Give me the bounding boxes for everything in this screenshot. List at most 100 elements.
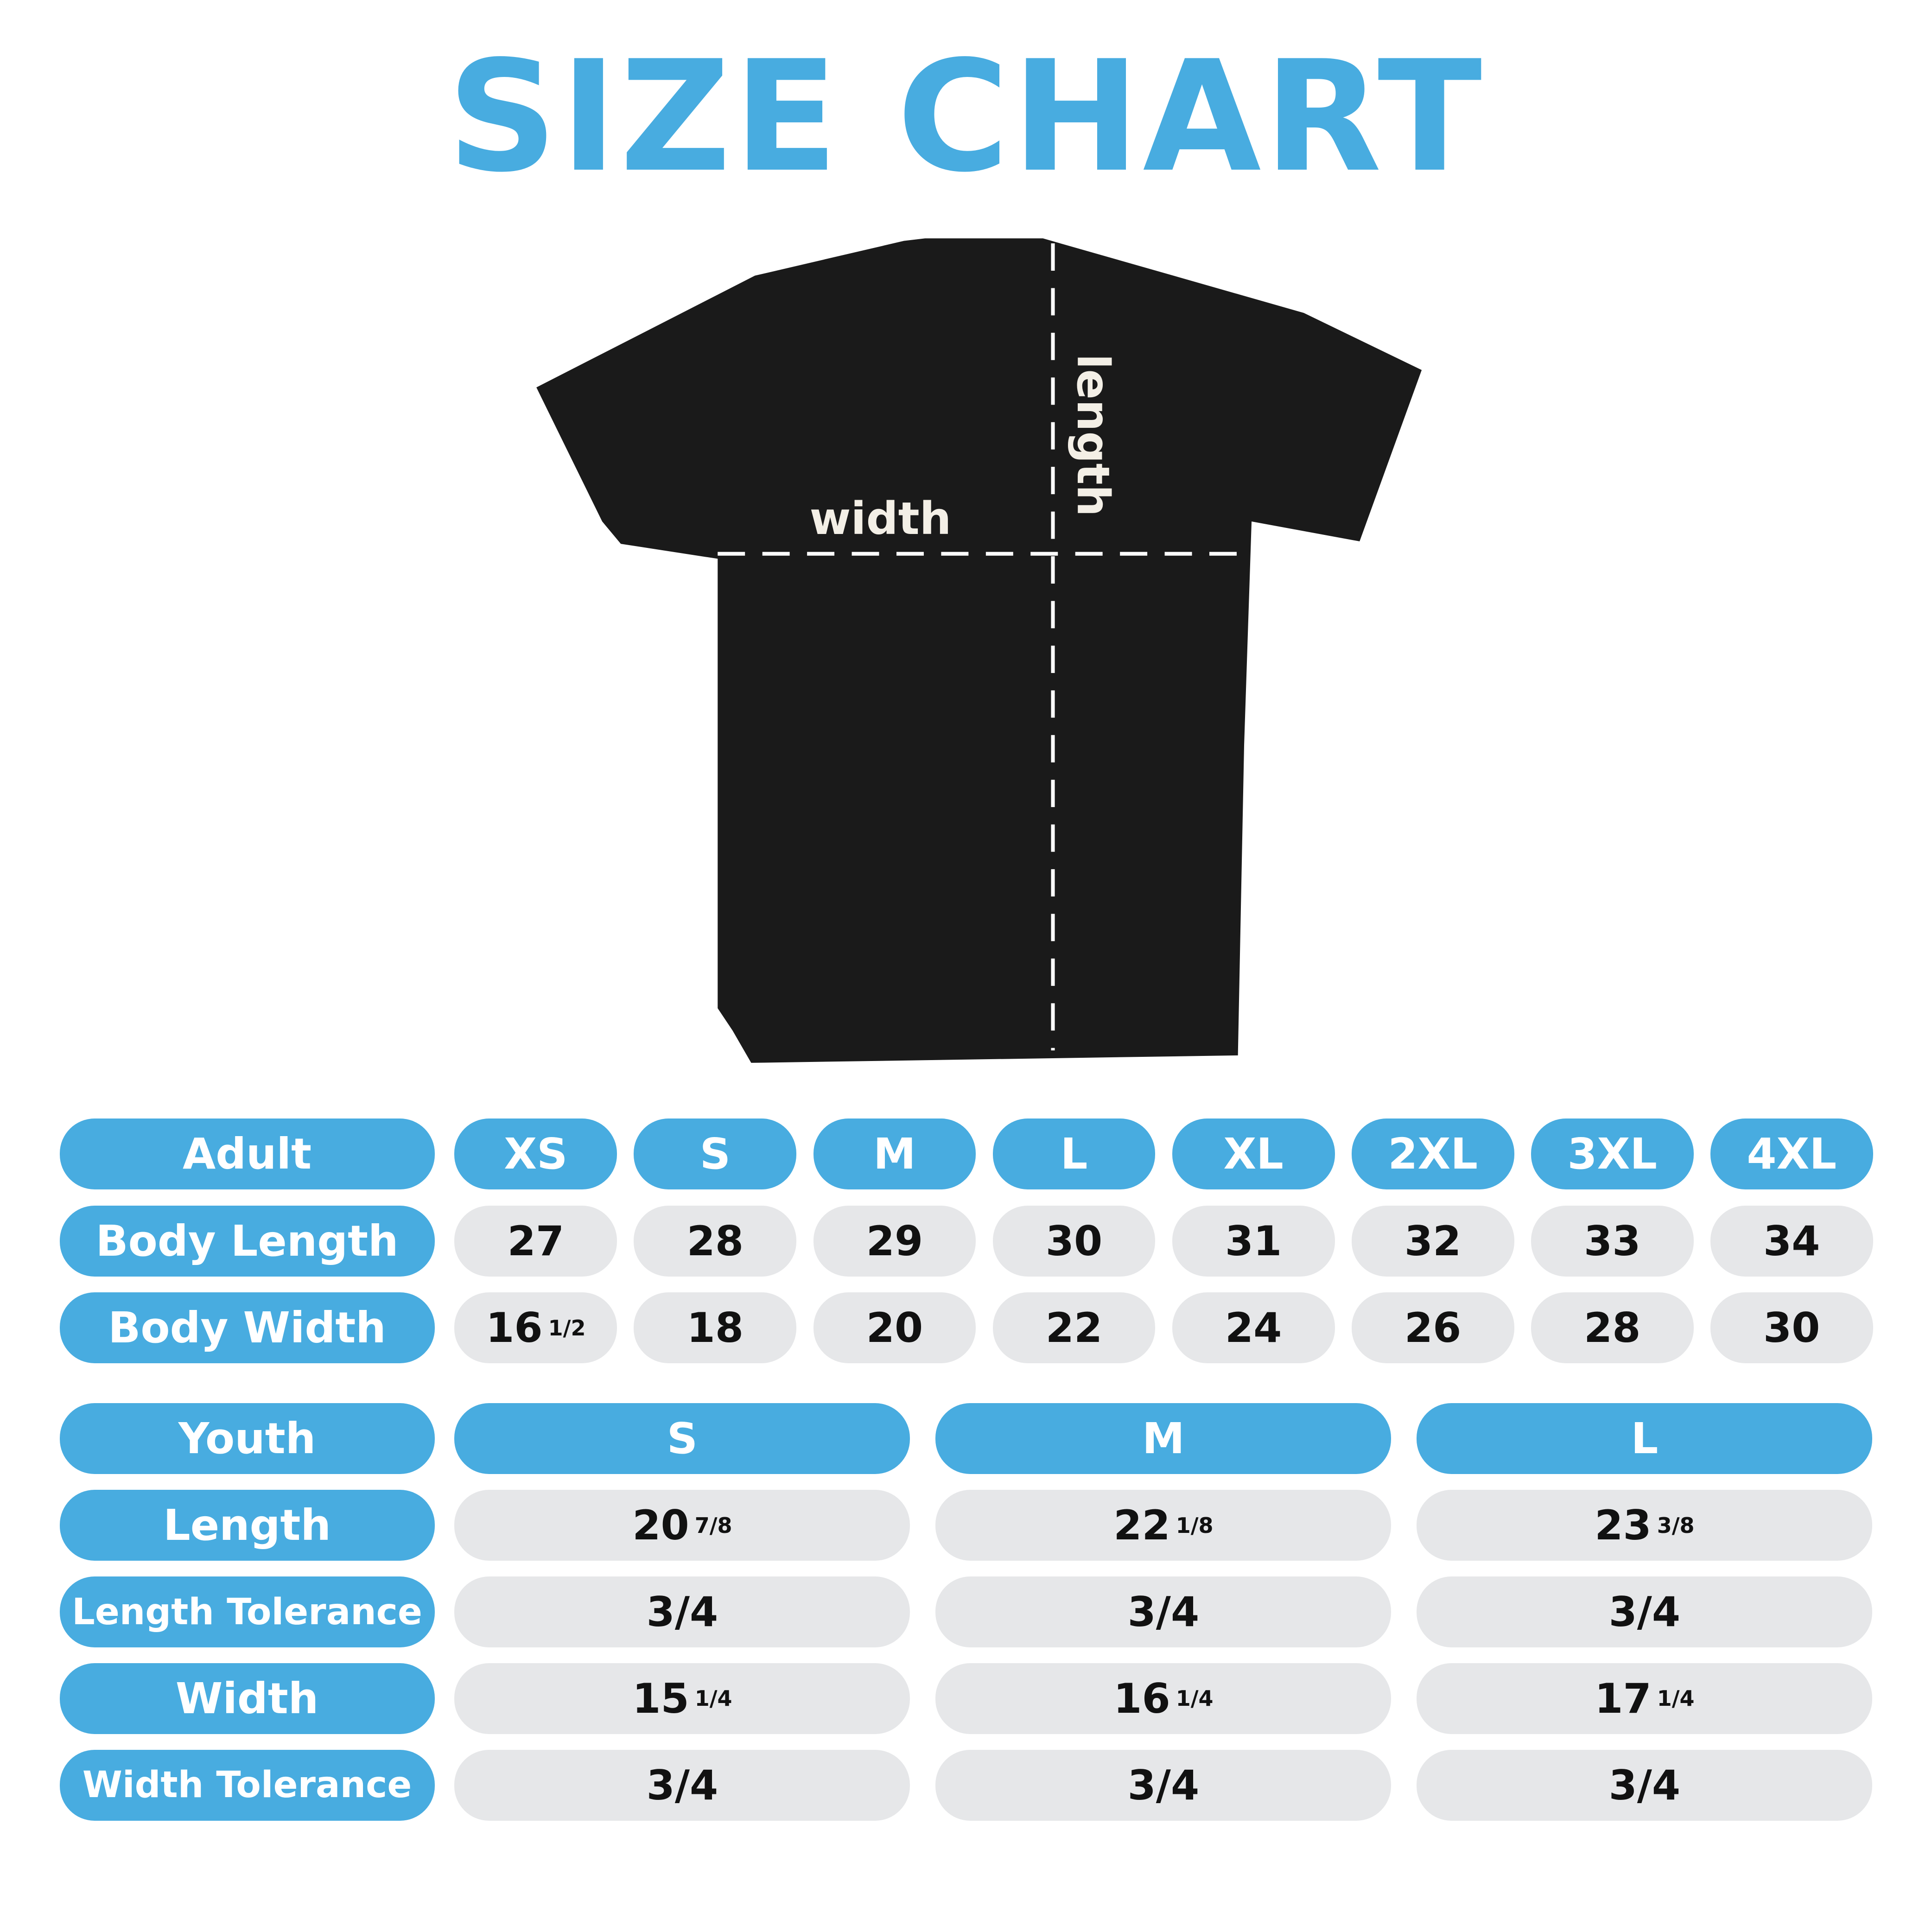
size-header-2xl-text: 2XL [1388,1129,1478,1179]
table-cell: 3/4 [935,1576,1392,1648]
youth-header: Youth [59,1403,435,1474]
table-cell: 18 [634,1292,797,1364]
size-header-m-text: M [873,1129,916,1179]
table-cell: 3/4 [935,1749,1392,1821]
size-header-l: L [992,1119,1156,1190]
youth-header-text: Youth [178,1413,316,1463]
table-cell: 23 3/8 [1417,1490,1873,1561]
table-cell-text: 15 [632,1674,689,1722]
table-cell: 26 [1351,1292,1514,1364]
youth-size-header-l: L [1417,1403,1873,1474]
table-cell-text: 30 [1763,1304,1820,1352]
adult-header-text: Adult [183,1129,312,1179]
youth-size-header-m: M [935,1403,1392,1474]
size-header-2xl: 2XL [1351,1119,1514,1190]
table-cell: 17 1/4 [1417,1663,1873,1734]
size-header-s: S [634,1119,797,1190]
table-cell: 29 [813,1205,976,1277]
table-cell: 34 [1710,1205,1873,1277]
table-cell-text: 34 [1763,1217,1820,1265]
fraction: 7/8 [694,1513,732,1538]
table-cell-text: 22 [1045,1304,1103,1352]
youth-size-header-l-text: L [1631,1413,1659,1463]
table-cell-text: 3/4 [646,1588,718,1636]
table-cell-text: 3/4 [646,1761,718,1809]
adult-header: Adult [59,1119,435,1190]
table-cell: 30 [1710,1292,1873,1364]
fraction: 1/4 [1657,1686,1695,1711]
table-cell-text: 17 [1595,1674,1652,1722]
table-cell-text: 29 [866,1217,923,1265]
youth-size-header-s: S [454,1403,910,1474]
size-header-4xl-text: 4XL [1747,1129,1837,1179]
table-cell-text: 20 [632,1501,689,1550]
table-cell: 22 1/8 [935,1490,1392,1561]
fraction: 1/8 [1176,1513,1214,1538]
table-cell: 3/4 [454,1576,910,1648]
size-header-3xl-text: 3XL [1567,1129,1658,1179]
table-cell-text: 33 [1583,1217,1641,1265]
row-label: Body Width [59,1292,435,1364]
row-label: Width [59,1663,435,1734]
size-header-m: M [813,1119,976,1190]
fraction: 1/4 [694,1686,732,1711]
table-cell-text: 28 [686,1217,744,1265]
youth-size-header-m-text: M [1142,1413,1185,1463]
table-cell: 3/4 [1417,1576,1873,1648]
table-cell-text: 16 [1113,1674,1170,1722]
table-cell: 24 [1172,1292,1335,1364]
tshirt-shape [536,238,1422,1063]
table-cell-text: 16 [486,1304,543,1352]
table-cell: 30 [992,1205,1156,1277]
table-cell-text: 23 [1595,1501,1652,1550]
row-label-text: Width Tolerance [82,1764,412,1806]
table-cell-text: 28 [1583,1304,1641,1352]
table-cell-text: 3/4 [1127,1588,1200,1636]
size-header-s-text: S [699,1129,731,1179]
width-label: width [809,492,951,545]
table-cell-text: 18 [686,1304,744,1352]
row-label: Body Length [59,1205,435,1277]
row-label: Length [59,1490,435,1561]
table-cell: 22 [992,1292,1156,1364]
table-cell: 16 1/2 [454,1292,617,1364]
table-cell-text: 3/4 [1608,1761,1681,1809]
table-cell: 32 [1351,1205,1514,1277]
row-label-text: Width [175,1673,319,1723]
row-label-text: Length Tolerance [72,1591,422,1633]
table-cell: 20 7/8 [454,1490,910,1561]
size-header-xl-text: XL [1223,1129,1284,1179]
table-cell: 27 [454,1205,617,1277]
table-cell-text: 32 [1404,1217,1462,1265]
size-header-3xl: 3XL [1531,1119,1694,1190]
table-cell: 20 [813,1292,976,1364]
table-cell: 28 [634,1205,797,1277]
table-cell-text: 20 [866,1304,923,1352]
table-cell-text: 24 [1225,1304,1282,1352]
table-cell-text: 26 [1404,1304,1462,1352]
length-label: length [1067,354,1119,516]
table-cell: 3/4 [1417,1749,1873,1821]
fraction: 1/2 [548,1315,586,1341]
page-title: SIZE CHART [447,28,1485,206]
table-cell: 16 1/4 [935,1663,1392,1734]
row-label-text: Body Length [95,1216,399,1266]
row-label: Width Tolerance [59,1749,435,1821]
size-header-xs-text: XS [504,1129,568,1179]
table-cell-text: 31 [1225,1217,1282,1265]
table-cell: 28 [1531,1292,1694,1364]
table-cell: 31 [1172,1205,1335,1277]
row-label: Length Tolerance [59,1576,435,1648]
size-header-l-text: L [1060,1129,1088,1179]
table-cell-text: 27 [507,1217,565,1265]
size-header-xs: XS [454,1119,617,1190]
row-label-text: Length [163,1500,331,1551]
fraction: 3/8 [1657,1513,1695,1538]
youth-size-header-s-text: S [667,1413,698,1463]
row-label-text: Body Width [108,1303,386,1353]
table-cell-text: 3/4 [1127,1761,1200,1809]
table-cell: 33 [1531,1205,1694,1277]
fraction: 1/4 [1176,1686,1214,1711]
table-cell-text: 30 [1045,1217,1103,1265]
